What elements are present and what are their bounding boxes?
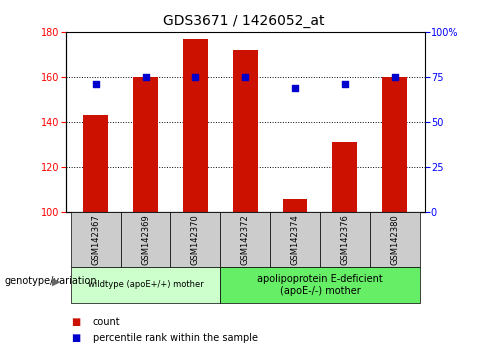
Point: [191, 74, 199, 80]
Bar: [121, 212, 170, 267]
Bar: [382, 77, 407, 212]
Point: [391, 74, 399, 80]
Bar: [270, 212, 320, 267]
Text: apolipoprotein E-deficient
(apoE-/-) mother: apolipoprotein E-deficient (apoE-/-) mot…: [257, 274, 383, 296]
Text: percentile rank within the sample: percentile rank within the sample: [93, 333, 258, 343]
Point: [142, 74, 149, 80]
Bar: [332, 142, 357, 212]
Text: ■: ■: [71, 317, 80, 327]
Bar: [133, 77, 158, 212]
Text: ▶: ▶: [52, 276, 61, 286]
Text: GSM142380: GSM142380: [390, 215, 399, 265]
Point: [341, 81, 349, 87]
Bar: [320, 212, 370, 267]
Point: [92, 81, 100, 87]
Text: ■: ■: [71, 333, 80, 343]
Text: GDS3671 / 1426052_at: GDS3671 / 1426052_at: [163, 14, 325, 28]
Bar: [220, 267, 420, 303]
Bar: [71, 267, 220, 303]
Text: GSM142374: GSM142374: [290, 215, 300, 265]
Point: [242, 74, 249, 80]
Bar: [220, 212, 270, 267]
Text: GSM142376: GSM142376: [340, 215, 349, 265]
Text: GSM142372: GSM142372: [241, 215, 250, 265]
Bar: [183, 39, 208, 212]
Bar: [370, 212, 420, 267]
Text: genotype/variation: genotype/variation: [5, 276, 98, 286]
Bar: [283, 199, 307, 212]
Bar: [170, 212, 220, 267]
Bar: [83, 115, 108, 212]
Text: GSM142369: GSM142369: [141, 215, 150, 265]
Bar: [233, 50, 258, 212]
Text: GSM142370: GSM142370: [191, 215, 200, 265]
Text: GSM142367: GSM142367: [91, 215, 100, 265]
Point: [291, 85, 299, 91]
Bar: [71, 212, 121, 267]
Text: wildtype (apoE+/+) mother: wildtype (apoE+/+) mother: [88, 280, 203, 290]
Text: count: count: [93, 317, 121, 327]
